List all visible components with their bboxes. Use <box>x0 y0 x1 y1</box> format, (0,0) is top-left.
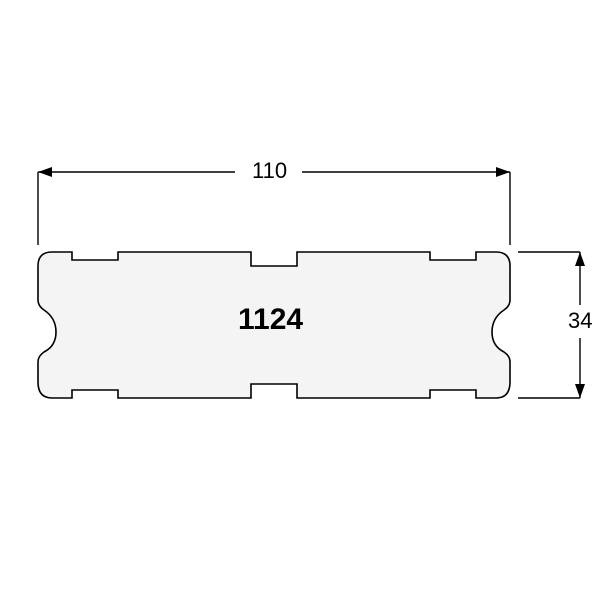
height-dimension-label: 34 <box>568 308 592 334</box>
part-number-label: 1124 <box>238 303 303 337</box>
diagram-canvas: Co·ordSportLIMITED <box>0 0 600 600</box>
width-dimension-label: 110 <box>252 158 287 184</box>
drawing-svg <box>0 0 600 600</box>
